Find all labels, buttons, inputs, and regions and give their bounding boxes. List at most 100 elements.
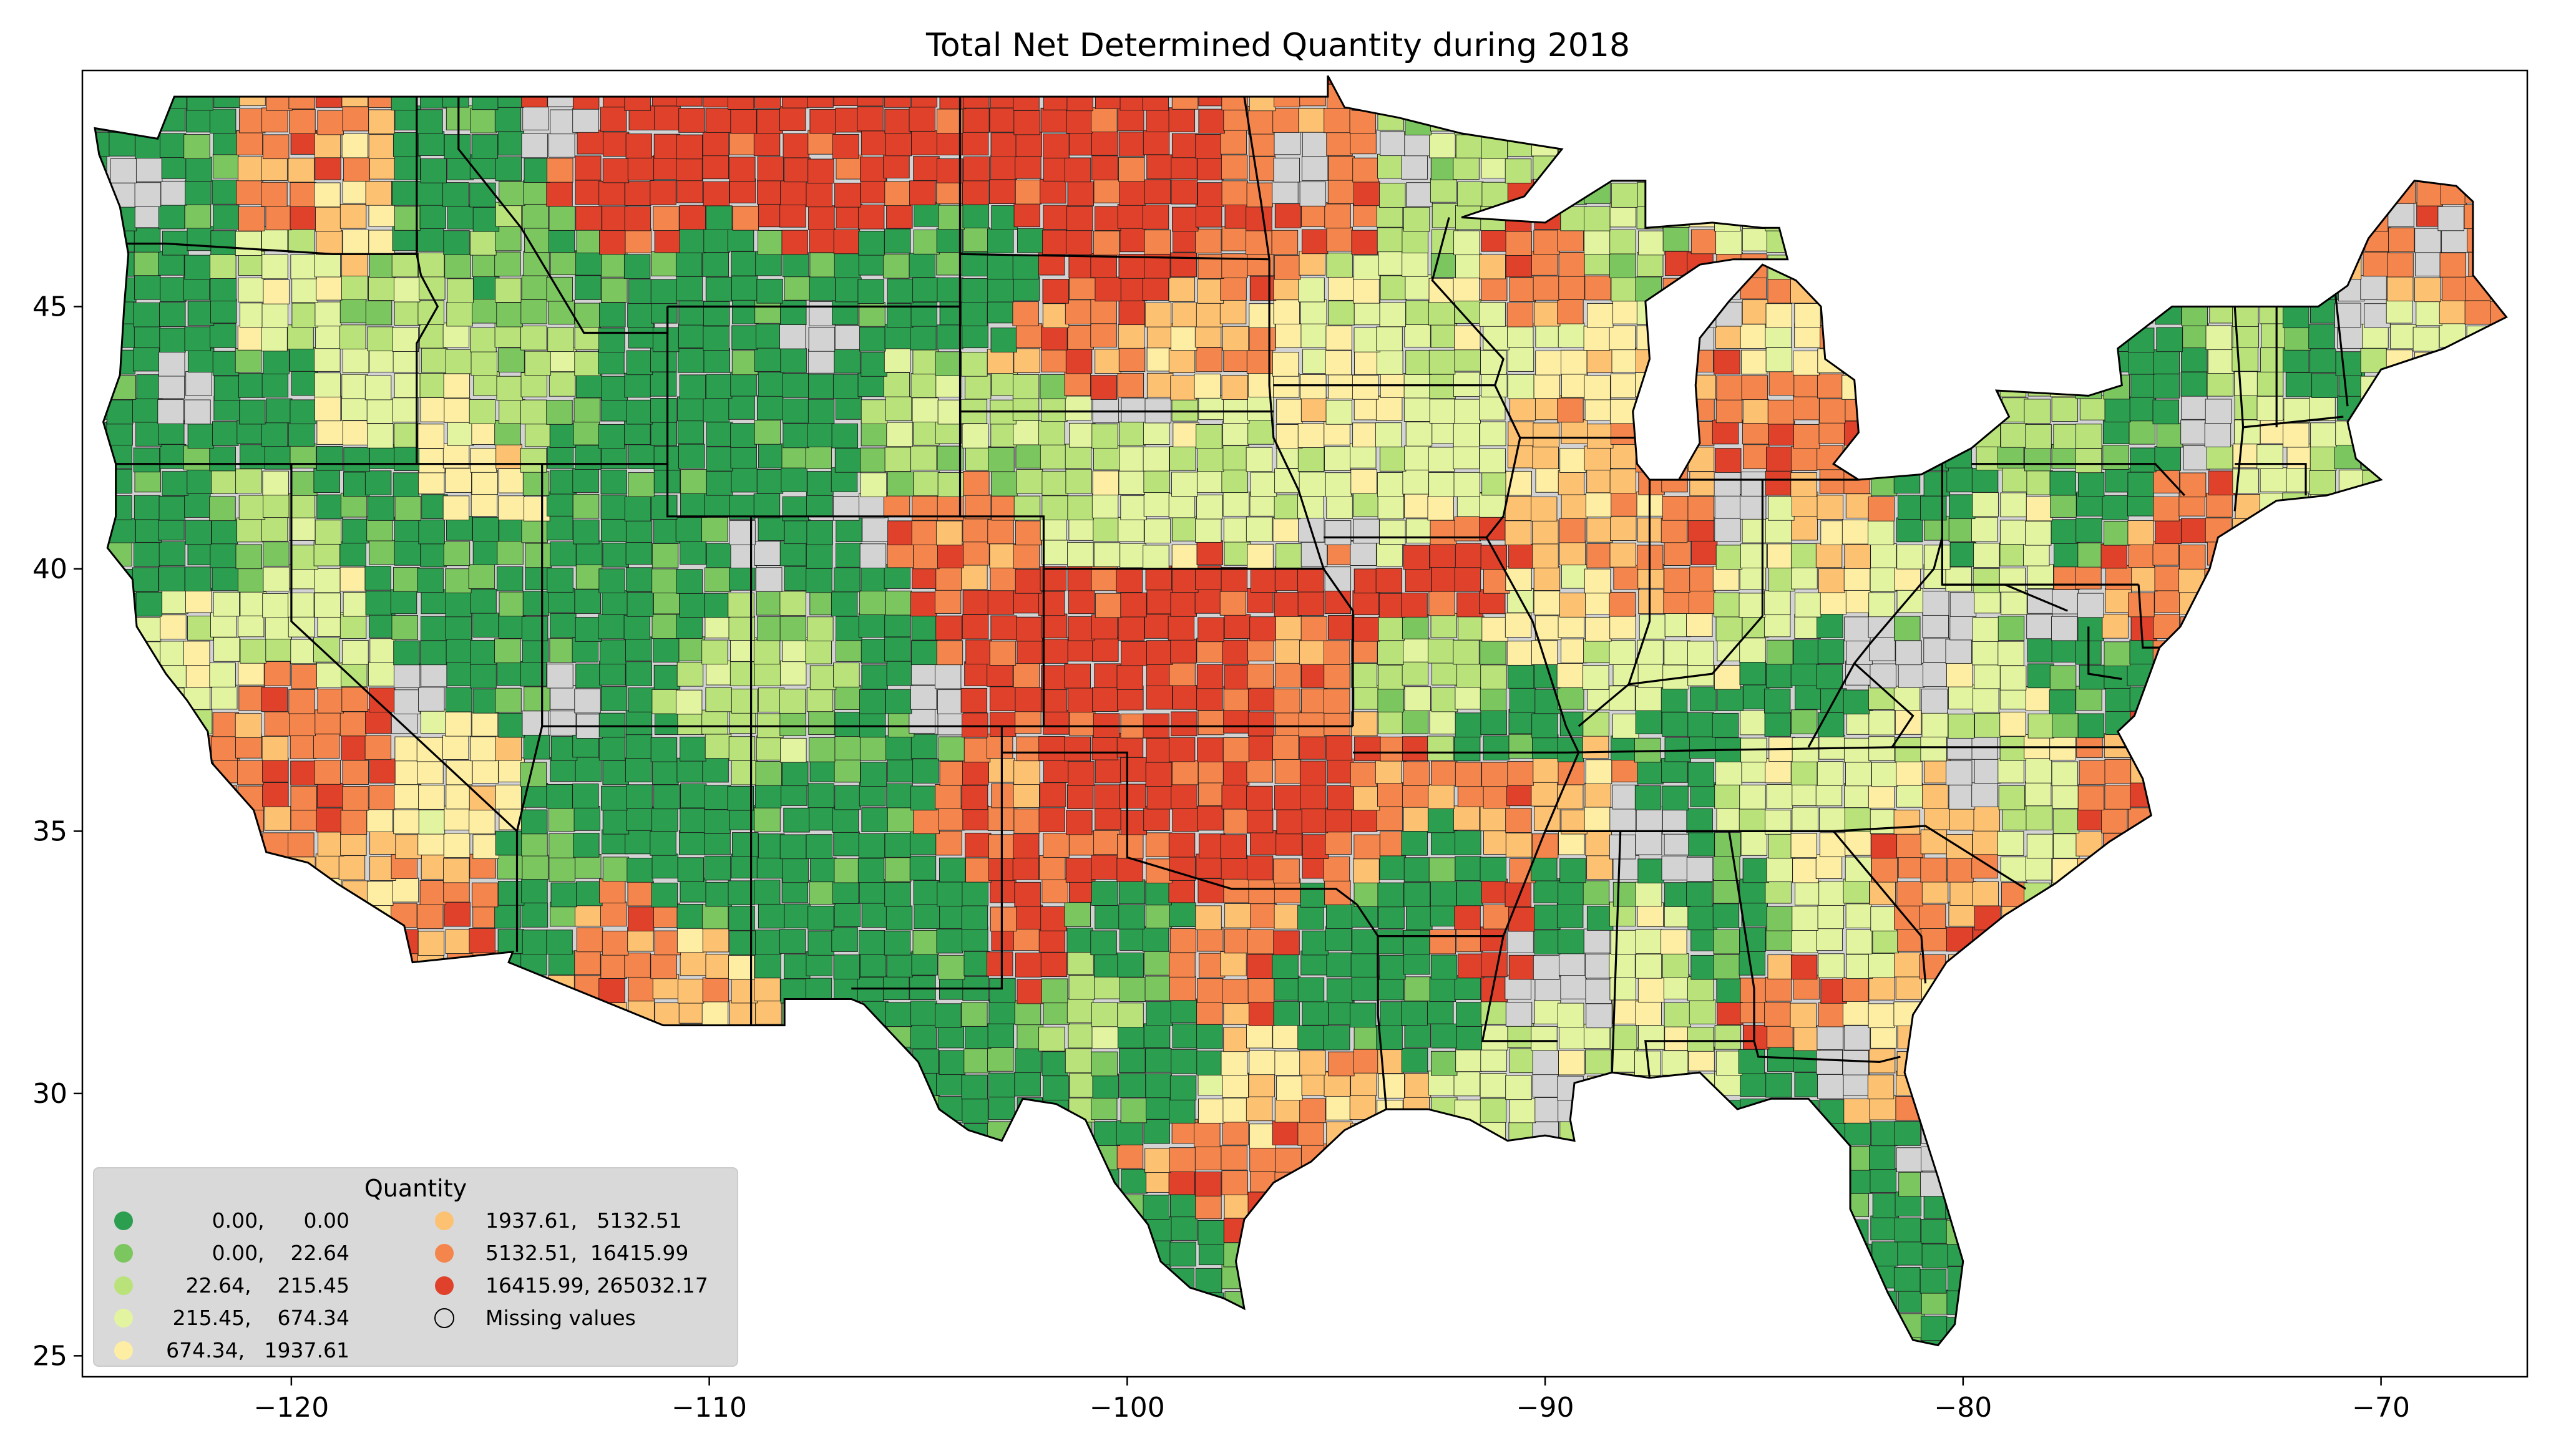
county-cell: [1534, 1097, 1561, 1122]
county-cell: [602, 590, 628, 615]
county-cell: [291, 471, 318, 496]
county-cell: [962, 760, 989, 785]
county-cell: [1793, 395, 1820, 420]
county-cell: [313, 468, 340, 493]
county-cell: [342, 420, 369, 445]
county-cell: [1663, 589, 1690, 614]
county-cell: [343, 348, 369, 374]
county-cell: [701, 904, 729, 929]
county-cell: [1895, 640, 1922, 666]
county-cell: [1405, 567, 1432, 593]
county-cell: [494, 420, 521, 445]
county-cell: [1534, 929, 1561, 954]
county-cell: [962, 805, 989, 831]
county-cell: [676, 661, 704, 687]
county-cell: [261, 303, 288, 328]
county-cell: [1896, 782, 1923, 808]
county-cell: [1222, 492, 1250, 517]
county-cell: [572, 468, 599, 493]
county-cell: [1561, 809, 1588, 835]
county-cell: [2156, 327, 2183, 352]
county-cell: [1509, 277, 1536, 303]
county-cell: [2000, 857, 2027, 881]
county-cell: [1844, 1120, 1871, 1146]
county-cell: [1896, 544, 1923, 570]
county-cell: [338, 855, 366, 880]
county-cell: [1558, 760, 1584, 785]
county-cell: [1767, 954, 1794, 979]
county-cell: [1791, 928, 1818, 953]
county-cell: [2049, 689, 2076, 714]
county-cell: [1687, 496, 1714, 522]
county-cell: [1171, 179, 1198, 205]
county-cell: [261, 107, 288, 133]
county-cell: [834, 325, 862, 350]
county-cell: [1611, 347, 1638, 373]
county-cell: [1299, 640, 1326, 665]
county-cell: [446, 638, 473, 663]
county-cell: [261, 226, 288, 251]
county-cell: [237, 156, 265, 182]
county-cell: [1664, 251, 1692, 276]
county-cell: [859, 712, 886, 738]
county-cell: [602, 542, 629, 568]
county-cell: [1222, 445, 1249, 470]
county-cell: [1870, 663, 1896, 689]
county-cell: [1221, 1051, 1247, 1076]
county-cell: [575, 540, 603, 566]
county-cell: [883, 153, 910, 178]
county-cell: [1481, 762, 1508, 787]
county-cell: [886, 422, 913, 447]
county-cell: [521, 616, 549, 641]
county-cell: [236, 130, 263, 155]
county-cell: [1298, 107, 1325, 133]
county-cell: [1505, 496, 1532, 521]
county-cell: [133, 302, 160, 328]
county-cell: [1895, 975, 1923, 1000]
county-cell: [2025, 424, 2052, 449]
county-cell: [650, 180, 676, 205]
county-cell: [911, 130, 938, 155]
county-cell: [1043, 833, 1070, 858]
county-cell: [1714, 784, 1741, 809]
county-cell: [2000, 492, 2027, 518]
county-cell: [1609, 834, 1636, 860]
county-cell: [368, 201, 395, 227]
county-cell: [185, 588, 212, 613]
county-cell: [1403, 761, 1430, 786]
county-cell: [1949, 494, 1976, 520]
county-cell: [290, 785, 317, 811]
county-cell: [447, 155, 474, 180]
county-cell: [859, 326, 886, 352]
county-cell: [1455, 543, 1482, 568]
county-cell: [158, 204, 185, 230]
county-cell: [1119, 181, 1146, 206]
county-cell: [1739, 807, 1766, 832]
county-cell: [548, 299, 575, 325]
county-cell: [1767, 1047, 1794, 1072]
county-cell: [1428, 784, 1455, 809]
county-cell: [1012, 396, 1040, 421]
county-cell: [315, 709, 341, 735]
county-cell: [780, 300, 807, 325]
county-cell: [963, 951, 990, 976]
county-cell: [1172, 206, 1199, 232]
county-cell: [832, 808, 859, 833]
county-cell: [1042, 303, 1070, 328]
county-cell: [1198, 447, 1224, 472]
county-cell: [1041, 665, 1068, 691]
county-cell: [394, 301, 421, 326]
county-cell: [496, 376, 523, 401]
county-cell: [183, 641, 210, 666]
county-cell: [1949, 805, 1976, 831]
county-cell: [913, 156, 940, 181]
county-cell: [987, 519, 1014, 545]
county-cell: [988, 1072, 1015, 1098]
county-cell: [393, 809, 420, 835]
county-cell: [1038, 928, 1066, 953]
county-cell: [987, 298, 1014, 324]
county-cell: [1223, 709, 1250, 734]
county-cell: [2154, 566, 2181, 591]
county-cell: [1611, 1025, 1637, 1051]
county-cell: [1380, 736, 1407, 762]
